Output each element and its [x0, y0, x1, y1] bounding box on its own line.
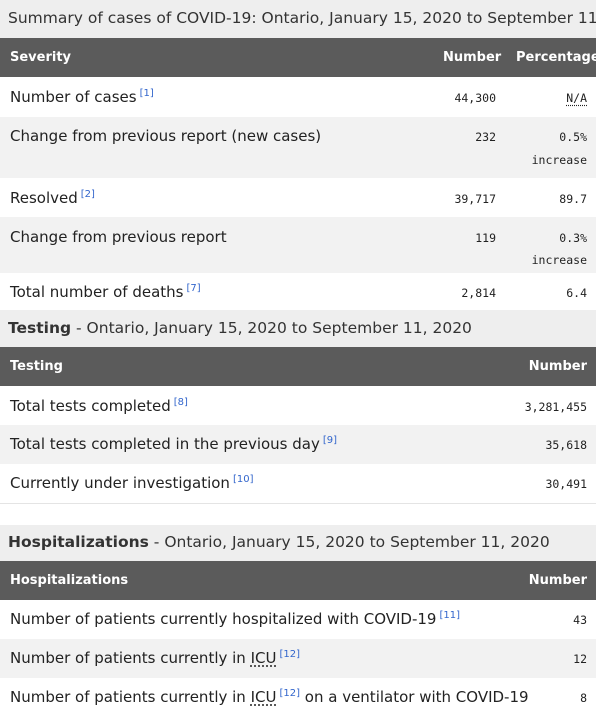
row-label: Total number of deaths [7] [10, 283, 201, 301]
table-row: Number of patients currently hospitalize… [0, 600, 596, 639]
table-row: Number of patients currently in ICU [12] … [0, 678, 596, 719]
header-testing: Testing [10, 359, 63, 374]
row-number: 2,814 [461, 286, 496, 300]
row-label: Change from previous report (new cases) [10, 127, 322, 145]
row-label: Change from previous report [10, 228, 227, 246]
row-label: Resolved [2] [10, 189, 95, 207]
table-row: Change from previous report (new cases) … [0, 117, 596, 178]
row-label: Currently under investigation [10] [10, 474, 253, 492]
footnote-link[interactable]: [7] [186, 283, 201, 294]
table-row: Resolved [2] 39,717 89.7 [0, 178, 596, 217]
row-label-text: Number of patients currently hospitalize… [10, 610, 437, 628]
row-number: 3,281,455 [524, 400, 587, 414]
row-label-text: Resolved [10, 189, 78, 207]
hospitalizations-caption-title: Hospitalizations [8, 533, 149, 552]
footnote-link[interactable]: [10] [232, 474, 254, 485]
footnote-link[interactable]: [12] [279, 688, 301, 699]
row-label-text: Total number of deaths [10, 283, 184, 301]
row-percentage: 6.4 [566, 286, 587, 300]
row-percentage: N/A [566, 91, 587, 105]
row-number: 44,300 [454, 91, 496, 105]
row-label-suffix: on a ventilator with COVID-19 [300, 688, 529, 706]
row-label: Number of patients currently in ICU [12] [10, 649, 300, 667]
row-percentage: 89.7 [559, 192, 587, 206]
row-label: Number of patients currently in ICU [12] … [10, 688, 529, 706]
header-hospitalizations: Hospitalizations [10, 573, 129, 588]
row-label: Total tests completed [8] [10, 397, 188, 415]
table-row: Change from previous report 119 0.3% inc… [0, 217, 596, 273]
row-number: 8 [580, 691, 587, 705]
table-row: Number of patients currently in ICU [12] … [0, 639, 596, 678]
row-percentage-note: increase [531, 153, 587, 167]
row-number: 30,491 [545, 477, 587, 491]
hospitalizations-caption: Hospitalizations - Ontario, January 15, … [0, 525, 596, 561]
testing-header-row: Testing Number [0, 347, 596, 386]
table-row: Total number of deaths [7] 2,814 6.4 [0, 273, 596, 310]
footnote-link[interactable]: [12] [279, 649, 301, 660]
footnote-link[interactable]: [2] [80, 189, 95, 200]
row-label-text: Number of cases [10, 88, 137, 106]
table-row: Total tests completed in the previous da… [0, 425, 596, 464]
row-label-text: Currently under investigation [10, 474, 230, 492]
footnote-link[interactable]: [11] [439, 610, 460, 621]
row-number: 232 [475, 130, 496, 144]
testing-caption-title: Testing [8, 318, 72, 337]
summary-header-row: Severity Number Percentage [0, 38, 596, 77]
row-label-text: Total tests completed in the previous da… [10, 435, 320, 453]
row-label-text: Total tests completed [10, 397, 171, 415]
row-number: 12 [573, 652, 587, 666]
header-severity: Severity [10, 50, 72, 65]
table-row: Total tests completed [8] 3,281,455 [0, 386, 596, 425]
section-gap [0, 503, 596, 526]
footnote-link[interactable]: [9] [322, 435, 338, 446]
row-number: 119 [475, 231, 496, 245]
row-number: 35,618 [545, 438, 587, 452]
testing-caption-rest: - Ontario, January 15, 2020 to September… [71, 318, 472, 337]
header-number: Number [443, 50, 502, 65]
row-number: 43 [573, 613, 587, 627]
row-percentage-note: increase [531, 253, 587, 267]
hospitalizations-caption-rest: - Ontario, January 15, 2020 to September… [148, 533, 550, 552]
header-percentage: Percentage [516, 50, 596, 65]
row-label: Number of cases [1] [10, 88, 154, 106]
testing-caption: Testing - Ontario, January 15, 2020 to S… [0, 310, 596, 347]
table-row: Number of cases [1] 44,300 N/A [0, 77, 596, 117]
row-label: Number of patients currently hospitalize… [10, 610, 460, 628]
summary-caption: Summary of cases of COVID-19: Ontario, J… [0, 0, 596, 38]
summary-caption-text: Summary of cases of COVID-19: Ontario, J… [8, 9, 596, 28]
footnote-link[interactable]: [1] [139, 88, 154, 99]
row-label-text: Number of patients currently in [10, 688, 251, 706]
icu-abbreviation[interactable]: ICU [250, 649, 277, 667]
row-label-text: Number of patients currently in [10, 649, 251, 667]
footnote-link[interactable]: [8] [173, 397, 188, 408]
table-row: Currently under investigation [10] 30,491 [0, 464, 596, 503]
header-number: Number [528, 359, 587, 374]
icu-abbreviation[interactable]: ICU [250, 688, 277, 706]
row-label: Total tests completed in the previous da… [10, 435, 337, 453]
header-number: Number [528, 573, 587, 588]
row-percentage: 0.3% [559, 231, 587, 245]
row-percentage: 0.5% [559, 130, 587, 144]
row-number: 39,717 [454, 192, 496, 206]
hospitalizations-header-row: Hospitalizations Number [0, 561, 596, 600]
